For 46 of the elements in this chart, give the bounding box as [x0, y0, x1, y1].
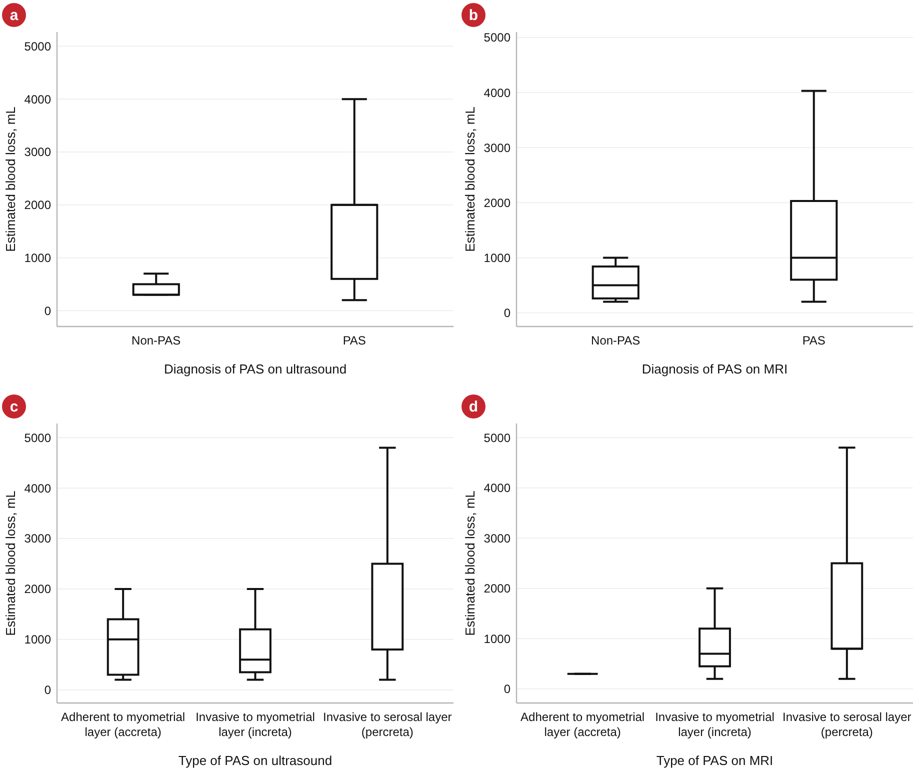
y-tick-label: 4000: [24, 481, 52, 496]
y-tick-label: 0: [504, 682, 511, 696]
y-axis-title: Estimated blood loss, mL: [462, 106, 478, 252]
y-axis-title: Estimated blood loss, mL: [462, 490, 478, 636]
x-tick-label: Invasive to myometrial layer (increta): [196, 710, 315, 739]
y-tick-label: 3000: [24, 145, 52, 160]
y-tick-label: 4000: [484, 86, 511, 100]
y-tick-label: 1000: [484, 632, 511, 646]
y-tick-label: 0: [44, 304, 52, 318]
y-tick-label: 2000: [24, 198, 52, 212]
x-axis-title: Type of PAS on MRI: [656, 753, 774, 768]
y-axis-title: Estimated blood loss, mL: [3, 490, 18, 636]
y-tick-label: 3000: [484, 140, 511, 155]
y-tick-label: 5000: [484, 30, 511, 45]
x-axis-title: Type of PAS on ultrasound: [178, 753, 332, 768]
y-tick-label: 5000: [24, 430, 52, 445]
y-tick-label: 2000: [484, 196, 511, 210]
x-axis-title: Diagnosis of PAS on MRI: [642, 362, 788, 376]
x-tick-label: Non-PAS: [591, 334, 640, 348]
y-tick-label: 3000: [484, 531, 511, 546]
x-tick-label: Non-PAS: [132, 334, 181, 348]
y-tick-label: 4000: [484, 481, 511, 496]
y-tick-label: 0: [44, 683, 52, 698]
x-tick-label: Invasive to serosal layer (percreta): [323, 710, 452, 739]
y-tick-label: 1000: [24, 632, 52, 647]
chart-title: d: [468, 398, 478, 416]
x-tick-label: Invasive to serosal layer (percreta): [782, 710, 912, 739]
x-tick-label: Invasive to myometrial layer (increta): [655, 710, 774, 739]
y-tick-label: 1000: [24, 250, 52, 265]
y-tick-label: 5000: [24, 39, 52, 54]
y-tick-label: 2000: [484, 582, 511, 596]
chart-title: c: [10, 398, 18, 416]
y-tick-label: 5000: [484, 430, 511, 445]
chart-title: b: [468, 7, 478, 24]
x-tick-label: Adherent to myometrial layer (accreta): [520, 710, 645, 739]
chart-title: a: [10, 7, 19, 24]
y-tick-label: 2000: [24, 582, 52, 596]
x-tick-label: Adherent to myometrial layer (accreta): [61, 710, 186, 739]
y-tick-label: 1000: [484, 250, 511, 265]
x-tick-label: PAS: [802, 334, 826, 348]
y-tick-label: 3000: [24, 532, 52, 546]
x-tick-label: PAS: [342, 334, 366, 348]
y-tick-label: 4000: [24, 92, 52, 106]
y-axis-title: Estimated blood loss, mL: [3, 106, 18, 252]
y-tick-label: 0: [504, 306, 511, 320]
x-axis-title: Diagnosis of PAS on ultrasound: [164, 362, 347, 376]
